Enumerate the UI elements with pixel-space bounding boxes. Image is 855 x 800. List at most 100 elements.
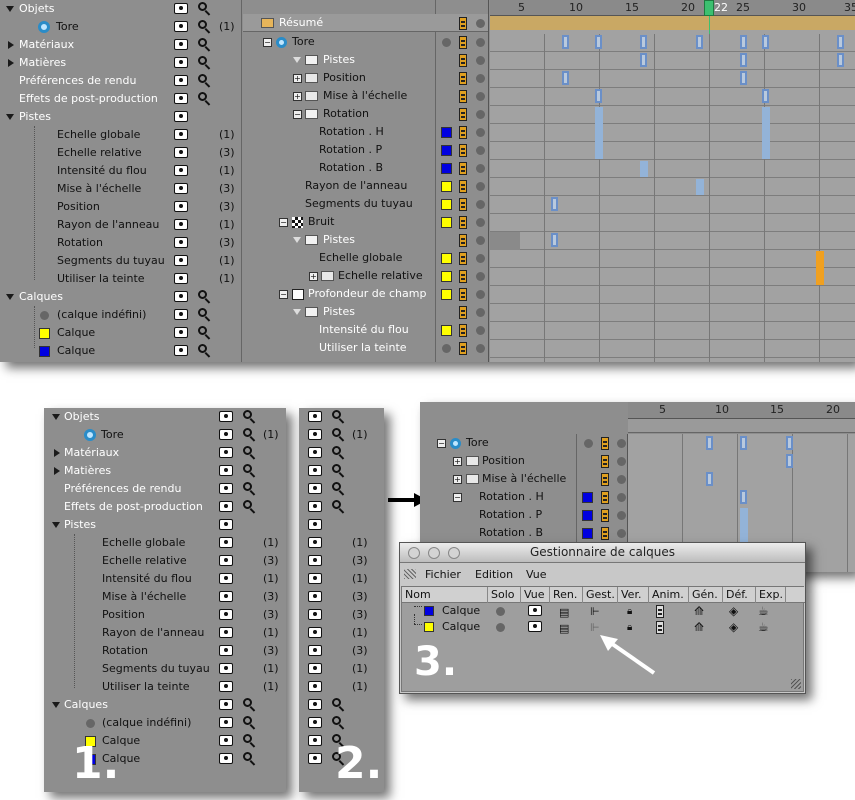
magnifier-icon[interactable] xyxy=(332,446,341,455)
tree-item-pref-rendu[interactable]: Préférences de rendu xyxy=(0,72,241,90)
timeline-row-pistes[interactable]: Pistes xyxy=(243,51,488,69)
track-row[interactable]: Echelle relative (3) xyxy=(0,144,241,162)
eye-icon[interactable] xyxy=(219,663,233,674)
film-icon[interactable] xyxy=(601,437,609,450)
grey-dot-icon[interactable] xyxy=(476,110,485,119)
track-row[interactable]: Intensité du flou (1) xyxy=(0,162,241,180)
keyframe[interactable] xyxy=(740,490,747,504)
grey-dot-icon[interactable] xyxy=(476,272,485,281)
resize-grip-icon[interactable] xyxy=(791,679,801,689)
grey-dot-icon[interactable] xyxy=(476,200,485,209)
eye-icon[interactable] xyxy=(174,309,188,320)
track-row[interactable]: Echelle globale (1) xyxy=(0,126,241,144)
grey-dot-icon[interactable] xyxy=(442,344,451,353)
grey-dot-icon[interactable] xyxy=(476,218,485,227)
eye-icon[interactable] xyxy=(219,447,233,458)
timeline-row-pistes2[interactable]: Pistes xyxy=(243,231,488,249)
eye-icon[interactable] xyxy=(308,483,322,494)
lock-icon[interactable]: 🔒︎ xyxy=(627,606,633,617)
blue-layer-swatch[interactable] xyxy=(441,127,452,138)
grey-dot-icon[interactable] xyxy=(476,74,485,83)
track-row[interactable]: Rotation (3) xyxy=(44,642,286,660)
tree-item-tore[interactable]: Tore (1) xyxy=(44,426,286,444)
collapse-box-icon[interactable]: − xyxy=(437,439,446,448)
eye-icon[interactable] xyxy=(219,429,233,440)
timeline-row-intensite[interactable]: Intensité du flou xyxy=(243,321,488,339)
eye-icon[interactable] xyxy=(219,537,233,548)
eye-icon[interactable] xyxy=(219,573,233,584)
film-icon[interactable] xyxy=(656,605,664,618)
yellow-layer-swatch[interactable] xyxy=(424,622,434,632)
eye-icon[interactable] xyxy=(174,75,188,86)
magnifier-icon[interactable] xyxy=(198,308,207,317)
collapse-box-icon[interactable]: − xyxy=(263,38,272,47)
eye-icon[interactable] xyxy=(219,735,233,746)
timeline-row-mise-echelle[interactable]: + Mise à l'échelle xyxy=(420,470,855,488)
magnifier-icon[interactable] xyxy=(332,752,341,761)
magnifier-icon[interactable] xyxy=(198,344,207,353)
expand-triangle-icon[interactable] xyxy=(6,114,14,120)
eye-icon[interactable] xyxy=(219,483,233,494)
film-icon[interactable] xyxy=(601,473,609,486)
eye-icon[interactable] xyxy=(174,327,188,338)
magnifier-icon[interactable] xyxy=(332,428,341,437)
tree-item-materiaux[interactable]: Matériaux xyxy=(44,444,286,462)
keyframe[interactable] xyxy=(786,436,793,450)
film-icon[interactable] xyxy=(459,90,467,103)
expand-box-icon[interactable]: + xyxy=(293,74,302,83)
film-icon[interactable] xyxy=(459,234,467,247)
tree-item-objets[interactable]: Objets xyxy=(44,408,286,426)
magnifier-icon[interactable] xyxy=(243,752,252,761)
solo-dot-icon[interactable] xyxy=(496,623,505,632)
grey-dot-icon[interactable] xyxy=(476,56,485,65)
magnifier-icon[interactable] xyxy=(243,482,252,491)
track-row[interactable]: Position (3) xyxy=(44,606,286,624)
layer-name[interactable]: Calque xyxy=(442,604,481,617)
magnifier-icon[interactable] xyxy=(332,734,341,743)
eye-icon[interactable] xyxy=(174,237,188,248)
solo-dot-icon[interactable] xyxy=(496,607,505,616)
tree-item-effets[interactable]: Effets de post-production xyxy=(0,90,241,108)
grey-dot-icon[interactable] xyxy=(476,92,485,101)
tree-item-pistes[interactable]: Pistes xyxy=(44,516,286,534)
grey-dot-icon[interactable] xyxy=(476,254,485,263)
track-row[interactable]: Rayon de l'anneau (1) xyxy=(0,216,241,234)
lock-icon[interactable]: 🔒︎ xyxy=(627,622,633,633)
eye-icon[interactable] xyxy=(308,645,322,656)
film-icon[interactable] xyxy=(601,509,609,522)
menu-vue[interactable]: Vue xyxy=(526,568,547,581)
expand-box-icon[interactable]: + xyxy=(453,457,462,466)
grey-dot-icon[interactable] xyxy=(476,38,485,47)
timeline-row-rot-h[interactable]: Rotation . H xyxy=(243,123,488,141)
eye-icon[interactable] xyxy=(308,411,322,422)
keyframe[interactable] xyxy=(837,35,844,49)
tree-item-calques[interactable]: Calques xyxy=(0,288,241,306)
eye-icon[interactable] xyxy=(219,519,233,530)
collapsed-triangle-icon[interactable] xyxy=(8,59,14,67)
layer-row-undefined[interactable]: (calque indéfini) xyxy=(0,306,241,324)
magnifier-icon[interactable] xyxy=(198,38,207,47)
tree-item-materiaux[interactable]: Matériaux xyxy=(0,36,241,54)
keyframe[interactable] xyxy=(595,35,602,49)
eye-icon[interactable] xyxy=(308,465,322,476)
eye-icon[interactable] xyxy=(308,663,322,674)
track-row[interactable]: Rayon de l'anneau (1) xyxy=(44,624,286,642)
eye-icon[interactable] xyxy=(219,627,233,638)
tree-item-matieres[interactable]: Matières xyxy=(0,54,241,72)
film-icon[interactable] xyxy=(459,162,467,175)
grey-dot-icon[interactable] xyxy=(617,439,626,448)
magnifier-icon[interactable] xyxy=(243,734,252,743)
track-row[interactable]: Echelle relative (3) xyxy=(44,552,286,570)
blue-layer-swatch[interactable] xyxy=(424,606,434,616)
expand-triangle-icon[interactable] xyxy=(293,309,301,315)
grey-dot-icon[interactable] xyxy=(476,344,485,353)
eye-icon[interactable] xyxy=(219,555,233,566)
keyframe[interactable] xyxy=(740,71,747,85)
grey-dot-icon[interactable] xyxy=(476,290,485,299)
column-header-vue[interactable]: Vue xyxy=(521,587,550,603)
expand-box-icon[interactable]: + xyxy=(293,92,302,101)
magnifier-icon[interactable] xyxy=(243,698,252,707)
yellow-layer-swatch[interactable] xyxy=(441,217,452,228)
tree-item-pref-rendu[interactable]: Préférences de rendu xyxy=(44,480,286,498)
grey-dot-icon[interactable] xyxy=(476,164,485,173)
